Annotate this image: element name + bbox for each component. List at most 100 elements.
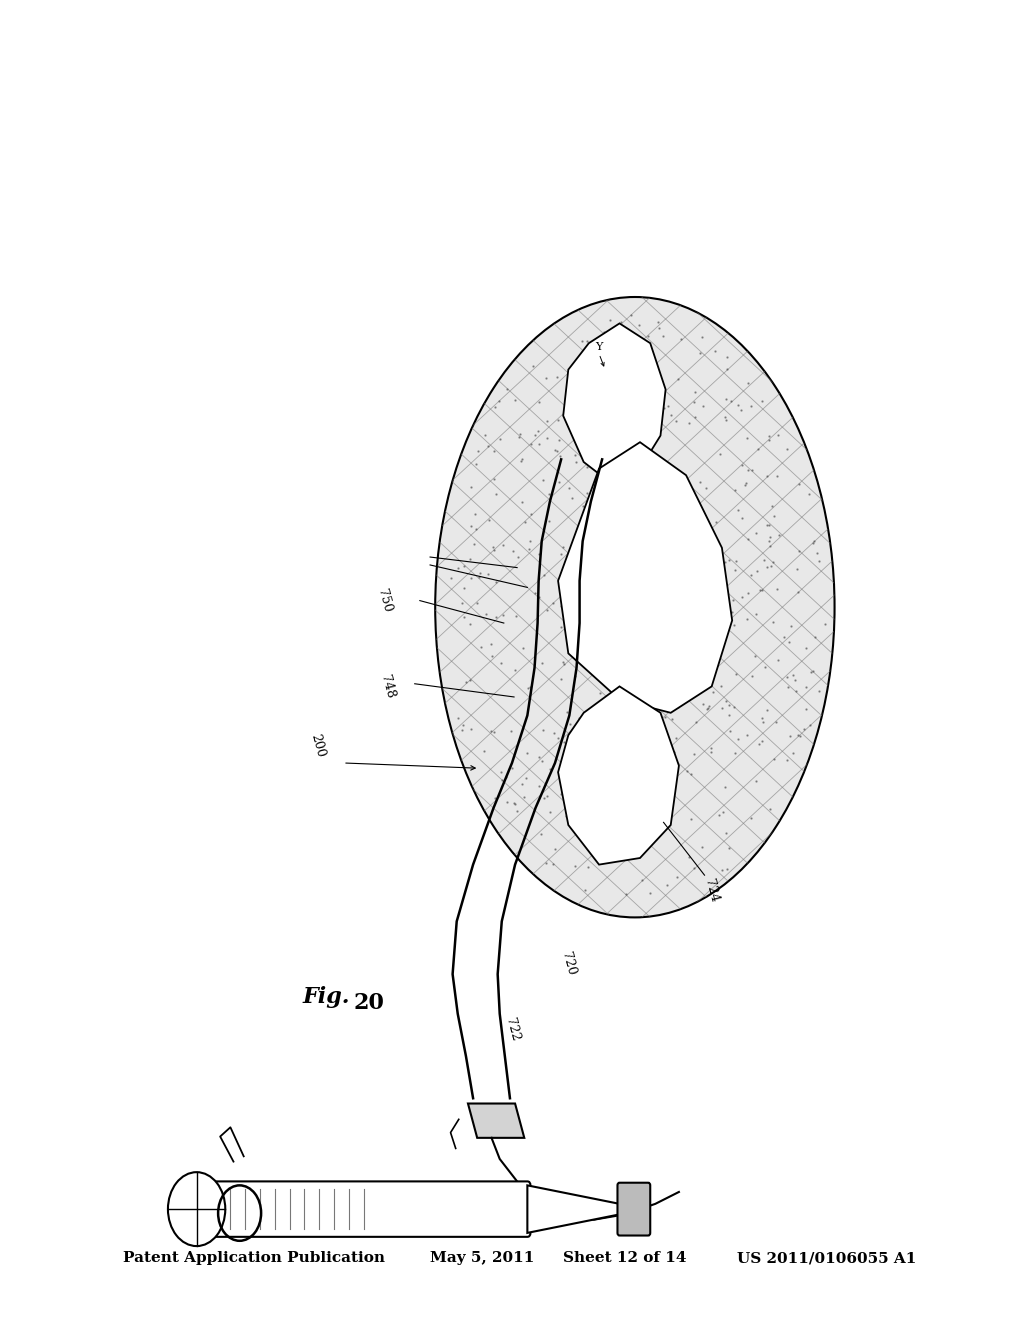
Circle shape <box>168 1172 225 1246</box>
Point <box>592 364 608 385</box>
FancyBboxPatch shape <box>617 1183 650 1236</box>
Point <box>527 424 544 445</box>
Point <box>779 750 796 771</box>
Point <box>520 539 537 560</box>
Point <box>635 417 651 438</box>
Point <box>590 532 606 553</box>
Point <box>779 438 796 459</box>
Point <box>817 614 834 635</box>
FancyBboxPatch shape <box>212 1181 530 1237</box>
Point <box>727 742 743 763</box>
Point <box>480 436 497 457</box>
Point <box>486 441 503 462</box>
Point <box>707 630 723 651</box>
Point <box>603 504 620 525</box>
Point <box>580 857 596 878</box>
Point <box>714 859 730 880</box>
Point <box>539 428 555 449</box>
Point <box>607 709 624 730</box>
Point <box>610 331 627 352</box>
Point <box>579 482 595 503</box>
Point <box>641 883 657 904</box>
Point <box>761 515 777 536</box>
Point <box>757 656 773 677</box>
Point <box>750 438 766 459</box>
Point <box>573 330 590 351</box>
Point <box>596 833 612 854</box>
Point <box>507 659 523 680</box>
Point <box>627 562 643 583</box>
Text: Sheet 12 of 14: Sheet 12 of 14 <box>563 1251 687 1266</box>
Point <box>522 677 539 698</box>
Point <box>687 711 703 733</box>
Polygon shape <box>468 1104 524 1138</box>
Point <box>604 781 621 803</box>
Point <box>592 682 608 704</box>
Point <box>455 714 471 735</box>
Point <box>626 766 642 787</box>
Point <box>679 672 695 693</box>
Point <box>652 569 669 590</box>
Point <box>589 558 605 579</box>
Point <box>761 425 777 446</box>
Point <box>579 457 595 478</box>
Point <box>530 392 547 413</box>
Point <box>547 440 563 461</box>
Point <box>553 616 569 638</box>
Point <box>599 752 615 774</box>
Polygon shape <box>527 1185 620 1233</box>
Point <box>762 799 778 820</box>
Point <box>574 495 591 516</box>
Point <box>597 793 613 814</box>
Point <box>711 805 727 826</box>
Point <box>581 395 597 416</box>
Point <box>739 582 756 603</box>
Point <box>542 801 558 822</box>
Point <box>618 696 635 717</box>
Point <box>488 484 505 506</box>
Point <box>693 512 710 533</box>
Point <box>469 593 485 614</box>
Point <box>683 763 699 784</box>
Point <box>488 607 505 628</box>
Point <box>791 541 807 562</box>
Point <box>642 527 658 548</box>
Point <box>562 636 579 657</box>
Point <box>454 593 470 614</box>
Point <box>636 814 652 836</box>
Point <box>555 651 571 672</box>
Point <box>671 529 687 550</box>
Point <box>654 618 671 639</box>
Point <box>589 550 605 572</box>
Point <box>552 446 568 467</box>
Point <box>673 329 689 350</box>
Ellipse shape <box>435 297 835 917</box>
Point <box>537 788 553 809</box>
Point <box>668 727 684 748</box>
Point <box>631 417 647 438</box>
Point <box>727 479 743 500</box>
Point <box>529 420 546 441</box>
Point <box>574 508 591 529</box>
Point <box>456 606 472 627</box>
Point <box>782 615 799 636</box>
Point <box>687 407 703 428</box>
Point <box>539 599 555 620</box>
Point <box>553 783 569 804</box>
Point <box>586 574 602 595</box>
Point <box>802 715 818 737</box>
Point <box>504 758 520 779</box>
Point <box>499 378 515 399</box>
Point <box>742 565 759 586</box>
Point <box>655 397 672 418</box>
Point <box>679 527 695 548</box>
Point <box>581 392 597 413</box>
Point <box>462 669 478 690</box>
Point <box>495 535 511 556</box>
Point <box>485 469 502 490</box>
Point <box>703 620 720 642</box>
Point <box>791 474 807 495</box>
Point <box>646 785 663 807</box>
Point <box>612 821 629 842</box>
Point <box>486 721 503 742</box>
